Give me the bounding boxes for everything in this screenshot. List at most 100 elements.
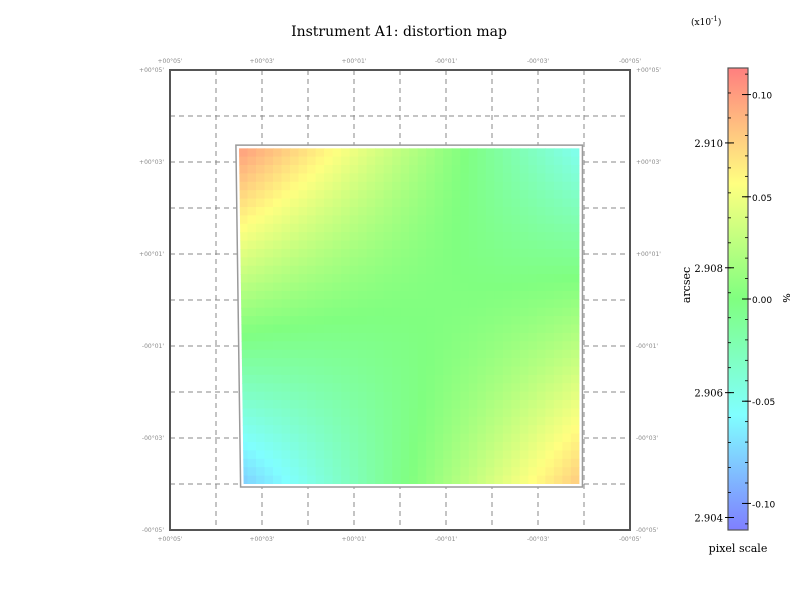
- field-cell: [562, 349, 572, 359]
- field-cell: [536, 299, 546, 309]
- field-cell: [273, 215, 283, 225]
- field-cell: [375, 240, 385, 250]
- field-cell: [519, 215, 529, 225]
- field-cell: [400, 341, 410, 351]
- field-cell: [247, 383, 257, 393]
- field-cell: [460, 366, 470, 376]
- field-cell: [417, 358, 427, 368]
- field-cell: [315, 232, 325, 242]
- field-cell: [307, 173, 317, 183]
- field-cell: [468, 341, 478, 351]
- field-cell: [570, 215, 580, 225]
- field-cell: [366, 282, 376, 292]
- field-cell: [247, 332, 257, 342]
- field-cell: [341, 282, 351, 292]
- field-cell: [256, 400, 266, 410]
- field-cell: [324, 467, 334, 477]
- field-cell: [358, 358, 368, 368]
- field-cell: [511, 316, 521, 326]
- field-cell: [307, 307, 317, 317]
- field-cell: [324, 190, 334, 200]
- field-cell: [366, 400, 376, 410]
- field-cell: [307, 316, 317, 326]
- field-cell: [562, 458, 572, 468]
- field-cell: [434, 332, 444, 342]
- field-cell: [451, 223, 461, 233]
- field-cell: [383, 307, 393, 317]
- x-tick-label-bottom: -00°05': [619, 536, 641, 543]
- field-cell: [247, 408, 257, 418]
- field-cell: [485, 366, 495, 376]
- field-cell: [392, 433, 402, 443]
- field-cell: [247, 458, 257, 468]
- field-cell: [434, 173, 444, 183]
- field-cell: [324, 156, 334, 166]
- field-cell: [290, 358, 300, 368]
- field-cell: [502, 223, 512, 233]
- field-cell: [392, 164, 402, 174]
- field-cell: [247, 206, 257, 216]
- field-cell: [511, 223, 521, 233]
- field-cell: [383, 257, 393, 267]
- field-cell: [553, 366, 563, 376]
- field-cell: [451, 198, 461, 208]
- field-cell: [341, 349, 351, 359]
- field-cell: [460, 248, 470, 258]
- field-cell: [400, 156, 410, 166]
- field-cell: [451, 450, 461, 460]
- field-cell: [281, 274, 291, 284]
- field-cell: [375, 257, 385, 267]
- field-cell: [392, 232, 402, 242]
- field-cell: [494, 324, 504, 334]
- field-cell: [468, 416, 478, 426]
- field-cell: [460, 349, 470, 359]
- field-cell: [366, 164, 376, 174]
- field-cell: [307, 299, 317, 309]
- field-cell: [545, 433, 555, 443]
- field-cell: [349, 416, 359, 426]
- field-cell: [536, 240, 546, 250]
- field-cell: [570, 467, 580, 477]
- field-cell: [281, 164, 291, 174]
- field-cell: [332, 332, 342, 342]
- field-cell: [239, 341, 249, 351]
- field-cell: [273, 324, 283, 334]
- field-cell: [519, 341, 529, 351]
- field-cell: [451, 181, 461, 191]
- field-cell: [545, 450, 555, 460]
- field-cell: [468, 458, 478, 468]
- field-cell: [570, 442, 580, 452]
- field-cell: [426, 274, 436, 284]
- field-cell: [536, 383, 546, 393]
- field-cell: [553, 282, 563, 292]
- colorbar-tick-label-right: -0.05: [752, 398, 775, 408]
- field-cell: [562, 223, 572, 233]
- field-cell: [468, 223, 478, 233]
- field-cell: [451, 358, 461, 368]
- field-cell: [264, 450, 274, 460]
- field-cell: [562, 467, 572, 477]
- field-cell: [434, 383, 444, 393]
- field-cell: [536, 324, 546, 334]
- field-cell: [477, 450, 487, 460]
- field-cell: [494, 265, 504, 275]
- field-cell: [247, 475, 257, 484]
- field-cell: [358, 282, 368, 292]
- field-cell: [477, 156, 487, 166]
- field-cell: [528, 450, 538, 460]
- field-cell: [502, 206, 512, 216]
- field-cell: [349, 358, 359, 368]
- field-cell: [553, 383, 563, 393]
- field-cell: [273, 299, 283, 309]
- field-cell: [570, 173, 580, 183]
- field-cell: [281, 282, 291, 292]
- field-cell: [494, 274, 504, 284]
- field-cell: [358, 307, 368, 317]
- field-cell: [485, 148, 495, 158]
- field-cell: [485, 265, 495, 275]
- field-cell: [383, 425, 393, 435]
- field-cell: [494, 332, 504, 342]
- field-cell: [324, 240, 334, 250]
- field-cell: [460, 425, 470, 435]
- field-cell: [392, 400, 402, 410]
